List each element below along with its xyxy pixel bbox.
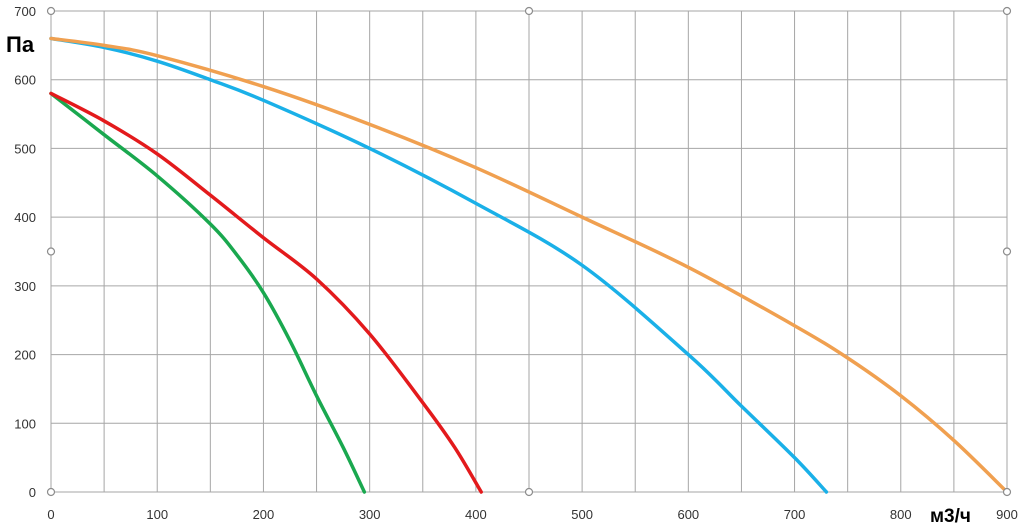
x-tick-label: 200	[253, 507, 275, 522]
resize-handle[interactable]	[46, 6, 56, 16]
x-tick-label: 800	[890, 507, 912, 522]
x-tick-label: 900	[996, 507, 1018, 522]
y-tick-label: 100	[14, 416, 36, 431]
x-axis-ticks: 0 100 200 300 400 500 600 700 800 900	[47, 507, 1017, 522]
series-line-3	[49, 36, 829, 494]
series-line-1	[49, 91, 367, 494]
y-tick-label: 200	[14, 348, 36, 363]
resize-handle[interactable]	[524, 6, 534, 16]
grid	[50, 10, 1008, 493]
y-tick-label: 300	[14, 279, 36, 294]
x-tick-label: 700	[784, 507, 806, 522]
x-tick-label: 100	[146, 507, 168, 522]
y-tick-label: 600	[14, 73, 36, 88]
x-tick-label: 400	[465, 507, 487, 522]
series-line-2	[49, 91, 483, 494]
y-tick-label: 400	[14, 210, 36, 225]
series-line-4	[49, 36, 1009, 494]
resize-handle[interactable]	[1002, 487, 1012, 497]
y-axis-ticks: 0 100 200 300 400 500 600 700	[14, 4, 36, 500]
x-tick-label: 0	[47, 507, 54, 522]
resize-handle[interactable]	[1002, 6, 1012, 16]
selection-handles	[46, 6, 1012, 497]
y-tick-label: 500	[14, 141, 36, 156]
x-tick-label: 600	[677, 507, 699, 522]
resize-handle[interactable]	[46, 247, 56, 256]
x-tick-label: 300	[359, 507, 381, 522]
y-tick-label: 700	[14, 4, 36, 19]
x-tick-label: 500	[571, 507, 593, 522]
series-lines	[49, 36, 1009, 494]
y-tick-label: 0	[29, 485, 36, 500]
resize-handle[interactable]	[46, 487, 56, 497]
resize-handle[interactable]	[1002, 247, 1012, 256]
y-axis-label: Па	[6, 32, 35, 57]
resize-handle[interactable]	[524, 487, 534, 497]
x-axis-label: м3/ч	[930, 506, 971, 527]
